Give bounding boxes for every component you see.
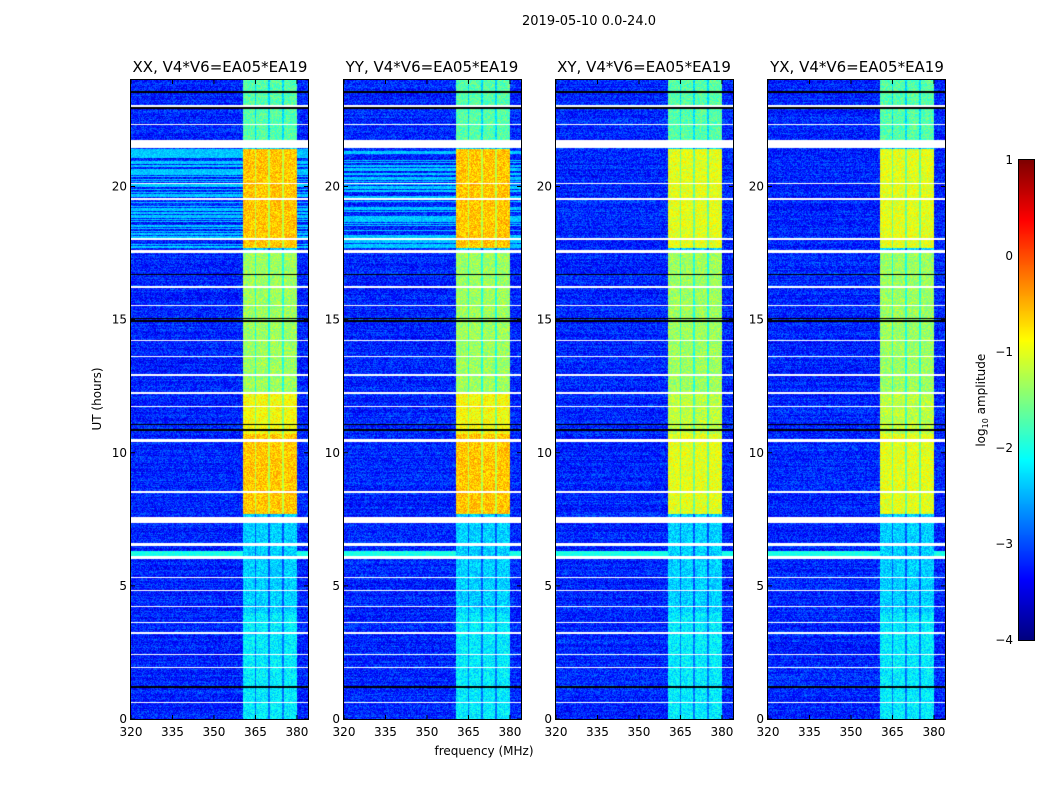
y-tick-label: 0 (756, 712, 764, 726)
x-tick-label: 365 (669, 725, 692, 739)
x-tick-label: 365 (881, 725, 904, 739)
y-tick-label: 20 (325, 180, 340, 194)
y-tick-label: 5 (119, 579, 127, 593)
y-tick-label: 15 (112, 313, 127, 327)
x-tick-label: 350 (840, 725, 863, 739)
heatmap-panel-yy (343, 79, 522, 720)
heatmap-panel-yx (767, 79, 946, 720)
x-tick-label: 335 (798, 725, 821, 739)
colorbar (1018, 159, 1035, 641)
x-tick-label: 335 (161, 725, 184, 739)
x-tick-label: 320 (120, 725, 143, 739)
y-tick-label: 20 (537, 180, 552, 194)
x-tick-label: 335 (586, 725, 609, 739)
y-tick-label: 5 (332, 579, 340, 593)
y-tick-label: 15 (749, 313, 764, 327)
y-tick-label: 0 (544, 712, 552, 726)
y-tick-label: 15 (537, 313, 552, 327)
colorbar-tick-label: 0 (1005, 249, 1013, 263)
y-tick-label: 0 (332, 712, 340, 726)
y-tick-label: 20 (749, 180, 764, 194)
x-tick-label: 320 (333, 725, 356, 739)
colorbar-label-base: log (973, 428, 988, 447)
x-tick-label: 365 (457, 725, 480, 739)
colorbar-tick-label: −1 (995, 345, 1013, 359)
heatmap-panel-xy (555, 79, 734, 720)
panel-title-xy: XY, V4*V6=EA05*EA19 (557, 58, 731, 76)
y-tick-label: 10 (537, 446, 552, 460)
x-tick-label: 320 (545, 725, 568, 739)
heatmap-panel-xx (130, 79, 309, 720)
colorbar-label-rest: amplitude (973, 353, 988, 419)
colorbar-label: log10 amplitude (974, 340, 990, 460)
x-tick-label: 380 (922, 725, 945, 739)
colorbar-label-sub: 10 (981, 418, 991, 429)
y-tick-label: 5 (756, 579, 764, 593)
x-tick-label: 350 (203, 725, 226, 739)
heatmap-canvas-xy (556, 80, 733, 719)
colorbar-tick-label: 1 (1005, 153, 1013, 167)
colorbar-tick-label: −2 (995, 441, 1013, 455)
heatmap-canvas-yx (768, 80, 945, 719)
x-tick-label: 350 (416, 725, 439, 739)
y-axis-label: UT (hours) (90, 367, 104, 431)
heatmap-canvas-yy (344, 80, 521, 719)
panel-title-yy: YY, V4*V6=EA05*EA19 (345, 58, 519, 76)
x-tick-label: 320 (757, 725, 780, 739)
x-axis-label: frequency (MHz) (434, 744, 534, 758)
y-tick-label: 10 (749, 446, 764, 460)
x-tick-label: 350 (628, 725, 651, 739)
x-tick-label: 380 (285, 725, 308, 739)
y-tick-label: 10 (325, 446, 340, 460)
colorbar-gradient (1019, 160, 1034, 640)
y-tick-label: 15 (325, 313, 340, 327)
x-tick-label: 380 (498, 725, 521, 739)
panel-title-yx: YX, V4*V6=EA05*EA19 (770, 58, 944, 76)
panel-title-xx: XX, V4*V6=EA05*EA19 (132, 58, 308, 76)
colorbar-tick-label: −3 (995, 537, 1013, 551)
figure-title: 2019-05-10 0.0-24.0 (522, 14, 656, 29)
x-tick-label: 335 (374, 725, 397, 739)
x-tick-label: 365 (244, 725, 267, 739)
y-tick-label: 20 (112, 180, 127, 194)
x-tick-label: 380 (710, 725, 733, 739)
heatmap-canvas-xx (131, 80, 308, 719)
y-tick-label: 5 (544, 579, 552, 593)
colorbar-tick-label: −4 (995, 633, 1013, 647)
y-tick-label: 10 (112, 446, 127, 460)
y-tick-label: 0 (119, 712, 127, 726)
